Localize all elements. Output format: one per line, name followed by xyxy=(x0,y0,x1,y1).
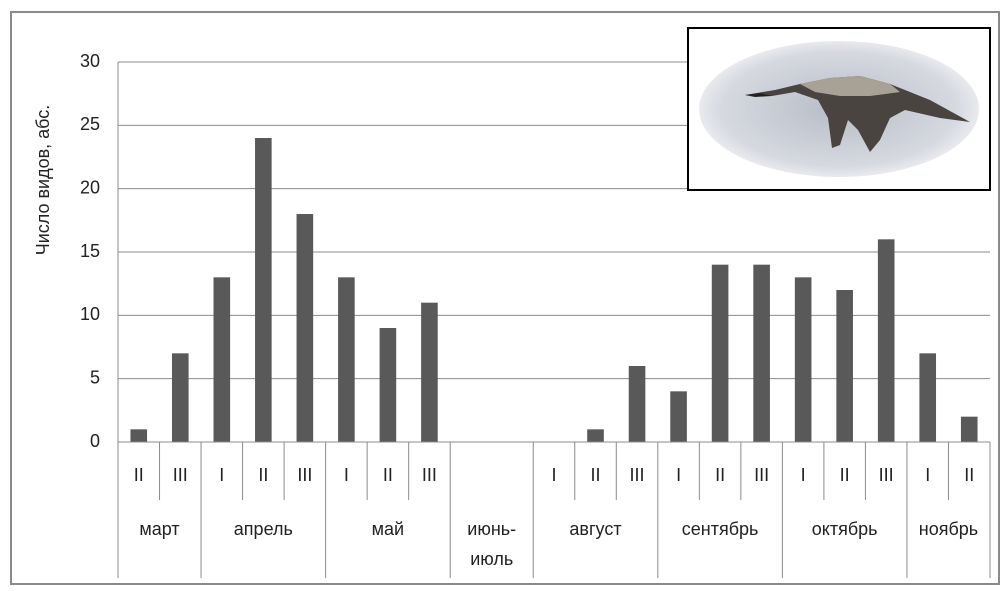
group-label: август xyxy=(569,519,621,539)
bar xyxy=(338,277,355,442)
chart: Число видов, абс. 051015202530IIIIIмартI… xyxy=(0,0,1005,586)
group-label-line: июль xyxy=(470,549,513,569)
inset-photo xyxy=(688,28,990,190)
group-label: апрель xyxy=(234,519,293,539)
x-tick-label: III xyxy=(630,465,645,485)
x-tick-label: III xyxy=(422,465,437,485)
x-tick-label: II xyxy=(134,465,144,485)
x-tick-label: I xyxy=(219,465,224,485)
y-tick-label: 25 xyxy=(80,114,100,134)
y-tick-label: 5 xyxy=(90,367,100,387)
x-tick-label: I xyxy=(344,465,349,485)
x-tick-label: I xyxy=(551,465,556,485)
x-tick-label: II xyxy=(258,465,268,485)
group-label: июнь-июль xyxy=(467,519,516,569)
x-tick-label: II xyxy=(964,465,974,485)
y-tick-label: 0 xyxy=(90,431,100,451)
y-axis-label: Число видов, абс. xyxy=(33,105,53,256)
x-tick-label: I xyxy=(925,465,930,485)
group-label: ноябрь xyxy=(919,519,978,539)
group-label-line: июнь- xyxy=(467,519,516,539)
bar xyxy=(919,353,936,442)
x-tick-label: I xyxy=(676,465,681,485)
x-tick-label: I xyxy=(801,465,806,485)
bar xyxy=(961,417,978,442)
x-tick-label: II xyxy=(715,465,725,485)
bar xyxy=(712,265,729,442)
group-label: март xyxy=(139,519,179,539)
bar xyxy=(172,353,189,442)
y-tick-label: 10 xyxy=(80,304,100,324)
x-tick-label: II xyxy=(840,465,850,485)
bar xyxy=(130,429,147,442)
bar xyxy=(753,265,770,442)
x-tick-label: II xyxy=(591,465,601,485)
bar xyxy=(629,366,646,442)
y-tick-label: 15 xyxy=(80,241,100,261)
bar xyxy=(587,429,604,442)
y-tick-label: 20 xyxy=(80,177,100,197)
group-label: сентябрь xyxy=(682,519,759,539)
bar xyxy=(421,303,438,442)
bar xyxy=(297,214,314,442)
bar xyxy=(878,239,895,442)
x-tick-label: III xyxy=(173,465,188,485)
bar xyxy=(214,277,231,442)
bar xyxy=(255,138,272,442)
x-tick-label: III xyxy=(297,465,312,485)
x-tick-label: III xyxy=(879,465,894,485)
bar xyxy=(670,391,687,442)
bar xyxy=(380,328,397,442)
group-label: октябрь xyxy=(812,519,878,539)
group-label: май xyxy=(372,519,404,539)
y-tick-label: 30 xyxy=(80,51,100,71)
bar xyxy=(836,290,853,442)
x-tick-label: III xyxy=(754,465,769,485)
bar xyxy=(795,277,812,442)
x-tick-label: II xyxy=(383,465,393,485)
